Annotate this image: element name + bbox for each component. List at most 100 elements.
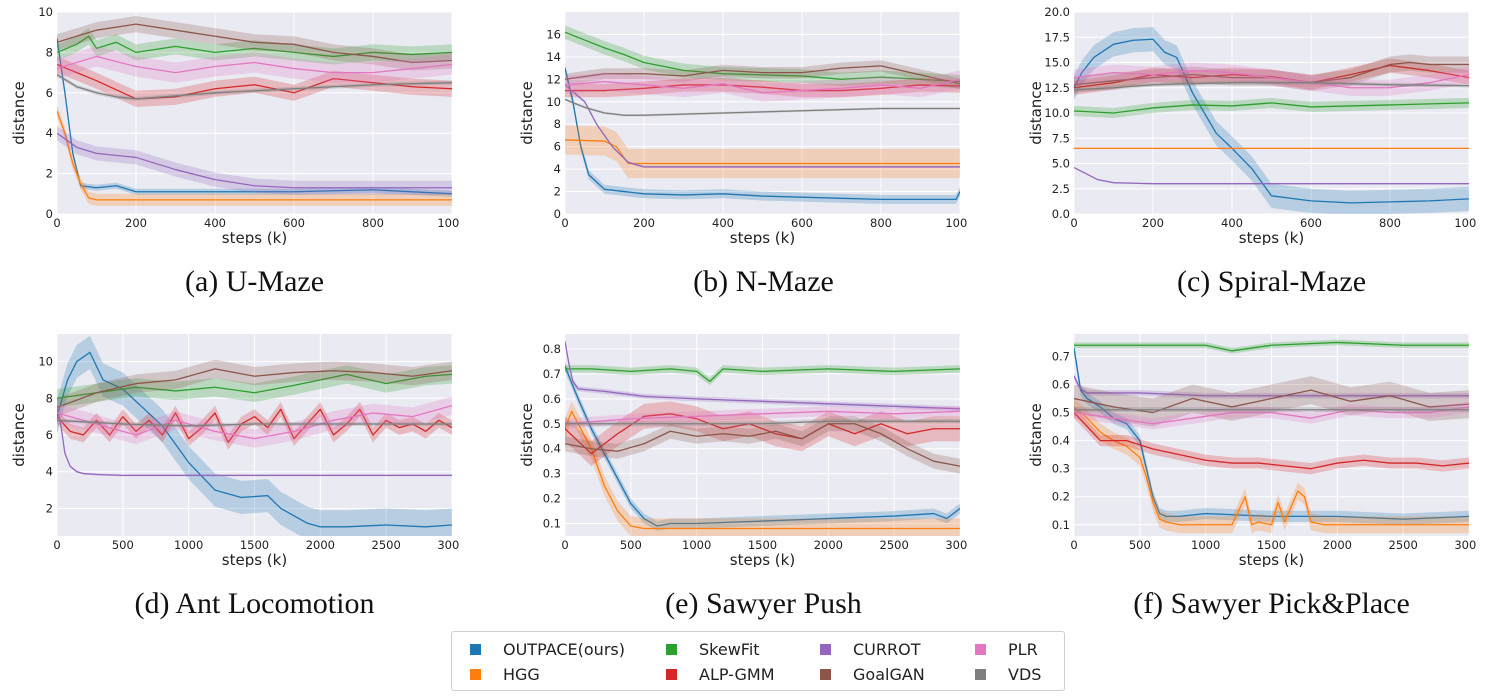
legend-item-goalgan: GoalGAN xyxy=(820,663,925,685)
x-tick-label: 1000 xyxy=(174,538,203,552)
legend-swatch xyxy=(820,668,831,680)
series-band-goalgan xyxy=(1074,376,1469,427)
x-axis-label: steps (k) xyxy=(730,551,795,567)
y-tick-label: 5.0 xyxy=(1052,157,1070,171)
series-band-vds xyxy=(565,98,960,117)
series-line-goalgan xyxy=(57,368,452,409)
y-tick-label: 0.6 xyxy=(1052,378,1070,392)
y-tick-label: 0.5 xyxy=(1052,406,1070,420)
legend-swatch xyxy=(666,643,677,655)
series-band-vds xyxy=(57,72,452,101)
y-tick-label: 0.1 xyxy=(543,517,561,531)
y-tick-label: 4 xyxy=(46,126,53,140)
series-band-goalgan xyxy=(57,16,452,71)
series-band-alpgmm xyxy=(1074,406,1469,475)
series-line-currot xyxy=(565,341,960,410)
series-band-plr xyxy=(57,46,452,83)
x-tick-label: 2000 xyxy=(1323,538,1352,552)
legend-swatch xyxy=(470,668,481,680)
y-tick-label: 4 xyxy=(46,465,53,479)
series-line-alpgmm xyxy=(565,84,960,92)
x-tick-label: 0 xyxy=(1070,538,1077,552)
caption-sawyer-pick-place: (f) Sawyer Pick&Place xyxy=(1133,587,1410,620)
series-line-vds xyxy=(1074,82,1469,91)
x-tick-label: 1000 xyxy=(682,538,711,552)
series-line-currot xyxy=(565,84,960,168)
legend-label: ALP-GMM xyxy=(699,664,775,684)
legend-label: VDS xyxy=(1008,664,1042,684)
y-tick-label: 20.0 xyxy=(1044,5,1070,19)
plot-area xyxy=(565,12,960,214)
caption-spiral-maze: (c) Spiral-Maze xyxy=(1176,265,1367,298)
series-line-plr xyxy=(57,55,452,74)
y-tick-label: 0.8 xyxy=(543,342,561,356)
x-tick-label: 1500 xyxy=(240,538,269,552)
legend-item-alp-gmm: ALP-GMM xyxy=(666,663,775,685)
series-line-outpace xyxy=(1074,38,1469,204)
legend-swatch xyxy=(470,643,481,655)
series-line-outpace xyxy=(565,366,960,527)
series-band-outpace xyxy=(1074,27,1469,214)
caption-sawyer-push: (e) Sawyer Push xyxy=(665,587,862,620)
x-axis-label: steps (k) xyxy=(1239,551,1304,567)
legend-item-skewfit: SkewFit xyxy=(666,638,760,660)
panel-n-maze: 0 200 400 600 800 1000 0 2 4 6 8 10 12 14 16 steps (k) d… xyxy=(508,5,975,249)
x-tick-label: 2000 xyxy=(306,538,335,552)
legend-item-outpace: OUTPACE(ours) xyxy=(470,638,625,660)
series-line-currot xyxy=(1074,375,1469,397)
series-band-goalgan xyxy=(565,416,960,474)
y-tick-label: 0 xyxy=(554,207,561,221)
y-tick-label: 4 xyxy=(554,162,561,176)
x-tick-label: 600 xyxy=(283,216,305,230)
series-group xyxy=(1074,27,1469,214)
x-tick-label: 2500 xyxy=(880,538,909,552)
series-line-hgg xyxy=(57,110,452,201)
y-tick-label: 17.5 xyxy=(1044,30,1070,44)
series-line-plr xyxy=(565,410,960,425)
y-tick-label: 0.0 xyxy=(1052,207,1070,221)
y-tick-label: 2 xyxy=(46,167,53,181)
y-axis-label: distance xyxy=(10,81,28,145)
series-band-hgg xyxy=(1074,398,1469,534)
series-line-alpgmm xyxy=(1074,64,1469,89)
x-tick-label: 1500 xyxy=(748,538,777,552)
legend-label: GoalGAN xyxy=(853,664,925,684)
y-tick-label: 15.0 xyxy=(1044,56,1070,70)
x-tick-label: 800 xyxy=(870,216,892,230)
series-band-hgg xyxy=(57,104,452,206)
x-axis-label: steps (k) xyxy=(730,229,795,245)
series-band-skewfit xyxy=(1074,97,1469,119)
series-line-goalgan xyxy=(565,65,960,85)
series-group xyxy=(565,25,960,204)
series-line-hgg xyxy=(1074,406,1469,526)
x-tick-label: 500 xyxy=(620,538,642,552)
x-axis-label: steps (k) xyxy=(222,229,287,245)
series-band-plr xyxy=(57,396,452,448)
y-tick-label: 0.3 xyxy=(543,467,561,481)
series-line-currot xyxy=(1074,166,1469,185)
series-line-vds xyxy=(57,74,452,100)
y-tick-label: 8 xyxy=(46,391,53,405)
legend-swatch xyxy=(975,643,986,655)
series-line-outpace xyxy=(565,67,960,201)
series-band-vds xyxy=(1074,80,1469,92)
y-axis-label: distance xyxy=(518,81,536,145)
series-line-skewfit xyxy=(57,35,452,58)
series-group xyxy=(57,16,452,206)
series-band-alpgmm xyxy=(57,56,452,107)
series-line-plr xyxy=(1074,69,1469,89)
x-tick-label: 2000 xyxy=(814,538,843,552)
y-tick-label: 0.4 xyxy=(543,442,561,456)
x-tick-label: 0 xyxy=(53,216,60,230)
series-line-skewfit xyxy=(565,368,960,383)
legend-label: PLR xyxy=(1008,639,1038,659)
series-band-skewfit xyxy=(57,28,452,65)
x-tick-label: 800 xyxy=(1379,216,1401,230)
series-band-goalgan xyxy=(57,359,452,417)
